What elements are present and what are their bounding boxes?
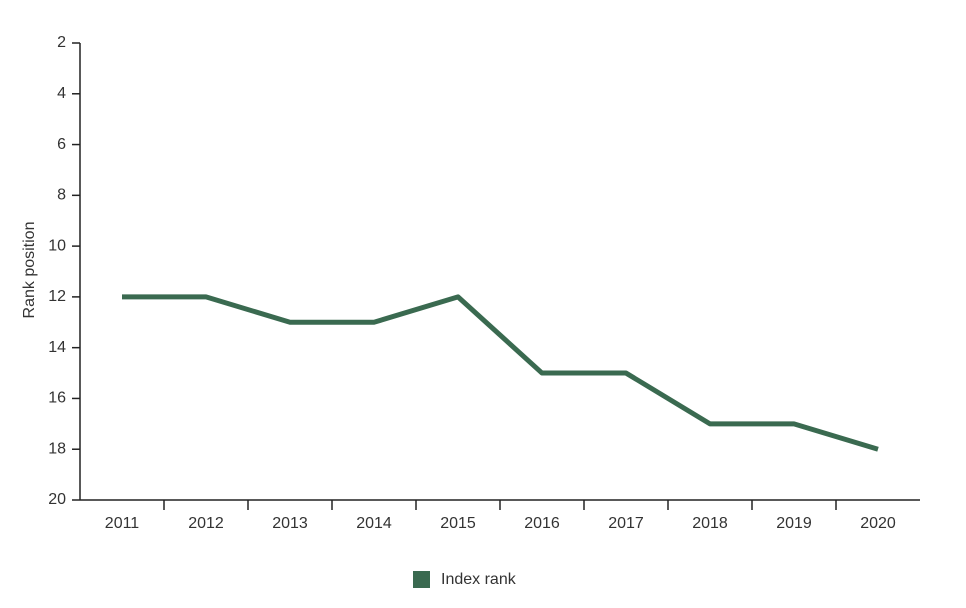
x-tick-label: 2012 — [188, 515, 224, 532]
x-tick-label: 2011 — [105, 515, 140, 532]
x-tick-label: 2014 — [356, 515, 392, 532]
x-tick-label: 2019 — [776, 515, 812, 532]
y-axis-label: Rank position — [21, 222, 38, 319]
y-tick-label: 14 — [48, 339, 66, 356]
y-tick-label: 4 — [57, 85, 66, 102]
y-tick-label: 20 — [48, 491, 66, 508]
x-tick-label: 2013 — [272, 515, 308, 532]
line — [122, 294, 879, 452]
y-tick-label: 10 — [48, 237, 66, 254]
y-tick-label: 2 — [57, 34, 66, 51]
x-tick-label: 2015 — [440, 515, 476, 532]
legend-swatch — [413, 571, 430, 588]
legend-label: Index rank — [441, 571, 517, 588]
y-tick-label: 18 — [48, 440, 66, 457]
x-tick-label: 2016 — [524, 515, 560, 532]
x-tick-label: 2018 — [692, 515, 728, 532]
x-tick-label: 2020 — [860, 515, 896, 532]
x-tick-label: 2017 — [608, 515, 644, 532]
y-tick-label: 8 — [57, 187, 66, 204]
y-tick-label: 16 — [48, 390, 66, 407]
y-tick-label: 6 — [57, 136, 66, 153]
y-tick-label: 12 — [48, 288, 66, 305]
